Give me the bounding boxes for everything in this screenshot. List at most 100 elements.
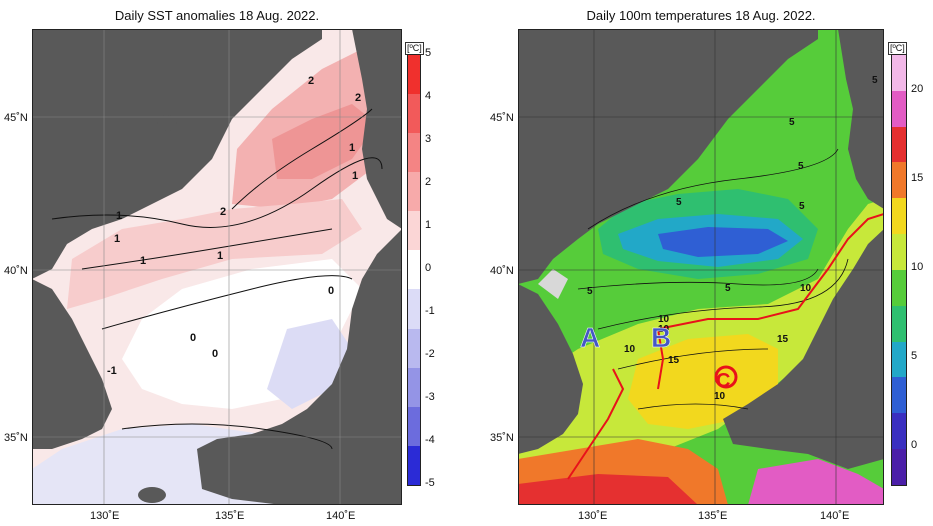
land-honshu bbox=[723, 229, 884, 469]
hot-water-core bbox=[518, 474, 698, 505]
colorbar-tick-label: -4 bbox=[425, 434, 435, 446]
sst-colorbar bbox=[407, 54, 421, 486]
contour-label: 5 bbox=[872, 75, 878, 86]
colorbar-segment bbox=[408, 94, 420, 134]
lat-label: 35˚N bbox=[490, 432, 514, 444]
land-north bbox=[838, 29, 884, 209]
lon-label: 135˚E bbox=[698, 510, 728, 522]
right-panel-title: Daily 100m temperatures 18 Aug. 2022. bbox=[586, 8, 816, 23]
colorbar-segment bbox=[408, 445, 420, 485]
land-coast-light bbox=[538, 269, 568, 299]
point-label-b: B bbox=[651, 322, 671, 353]
colorbar-segment bbox=[892, 234, 906, 270]
contour-label: 1 bbox=[349, 142, 355, 154]
contour-label: 5 bbox=[676, 197, 682, 208]
contour-line bbox=[231, 108, 373, 210]
colorbar-segment bbox=[408, 172, 420, 212]
colorbar-segment bbox=[892, 377, 906, 414]
colorbar-segment bbox=[408, 328, 420, 368]
colorbar-tick-label: 2 bbox=[425, 176, 432, 188]
colorbar-segment bbox=[408, 289, 420, 329]
lat-label: 45˚N bbox=[490, 112, 514, 124]
colorbar-tick-label: -1 bbox=[425, 305, 435, 317]
colorbar-segment bbox=[408, 406, 420, 446]
colorbar-segment bbox=[892, 198, 906, 235]
colorbar-tick-label: 20 bbox=[911, 83, 924, 95]
land-north bbox=[352, 29, 402, 229]
lat-label: 40˚N bbox=[490, 265, 514, 277]
land-korea bbox=[518, 284, 583, 454]
land-korea bbox=[32, 279, 112, 449]
contour-line bbox=[101, 275, 353, 330]
contour-lines bbox=[577, 148, 849, 410]
temp-colorbar bbox=[891, 54, 907, 486]
contour-label: 10 bbox=[658, 324, 670, 335]
colorbar-segment bbox=[892, 90, 906, 127]
colorbar-segment bbox=[408, 133, 420, 173]
contour-label: 1 bbox=[116, 210, 122, 222]
contour-label: 10 bbox=[658, 314, 670, 325]
colorbar-tick-label: -5 bbox=[425, 477, 435, 489]
contour-label: 10 bbox=[624, 344, 636, 355]
lon-label: 135˚E bbox=[215, 510, 245, 522]
colorbar-tick-label: 0 bbox=[425, 262, 432, 274]
marker-c-circle bbox=[714, 365, 738, 389]
colorbar-segment bbox=[892, 126, 906, 163]
contour-label: 5 bbox=[725, 283, 731, 294]
colorbar-segment bbox=[408, 250, 420, 290]
lon-label: 140˚E bbox=[326, 510, 356, 522]
contour-label: 10 bbox=[800, 283, 812, 294]
anomaly-positive-mid bbox=[67, 199, 362, 309]
contour-line bbox=[81, 228, 333, 270]
graticule bbox=[518, 29, 884, 505]
point-label-c: C bbox=[716, 370, 730, 392]
contour-label: 0 bbox=[212, 348, 218, 360]
contour-label: 5 bbox=[789, 117, 795, 128]
contour-label: 15 bbox=[777, 334, 789, 345]
contour-label: 2 bbox=[355, 92, 361, 104]
colorbar-segment bbox=[892, 55, 906, 91]
colorbar-segment bbox=[892, 305, 906, 342]
contour-label: -1 bbox=[107, 365, 117, 377]
colorbar-segment bbox=[408, 55, 420, 95]
contour-label: 10 bbox=[714, 391, 726, 402]
point-label-a: A bbox=[580, 322, 600, 353]
lon-label: 130˚E bbox=[578, 510, 608, 522]
contour-label: 1 bbox=[114, 233, 120, 245]
land-asia bbox=[32, 29, 322, 279]
contour-label: 2 bbox=[308, 75, 314, 87]
contour-label: 0 bbox=[328, 285, 334, 297]
contour-label: 0 bbox=[190, 332, 196, 344]
lon-label: 140˚E bbox=[820, 510, 850, 522]
colorbar-tick-label: 3 bbox=[425, 133, 432, 145]
colorbar-tick-label: -2 bbox=[425, 348, 435, 360]
colorbar-tick-label: 1 bbox=[425, 219, 432, 231]
lat-label: 45˚N bbox=[4, 112, 28, 124]
colorbar-segment bbox=[408, 211, 420, 251]
land-asia bbox=[518, 29, 818, 284]
colorbar-tick-label: 10 bbox=[911, 261, 924, 273]
lon-label: 130˚E bbox=[90, 510, 120, 522]
graticule bbox=[32, 29, 402, 505]
island bbox=[138, 487, 166, 503]
colorbar-segment bbox=[892, 269, 906, 306]
colorbar-segment bbox=[892, 449, 906, 485]
hot-water-pink bbox=[748, 459, 884, 505]
colorbar-segment bbox=[892, 162, 906, 199]
temp100m-map: 5 5 5 5 5 5 5 10 10 10 15 15 10 10 A B C bbox=[518, 29, 884, 505]
lat-label: 40˚N bbox=[4, 265, 28, 277]
land-honshu bbox=[197, 229, 402, 505]
contour-label: 5 bbox=[799, 201, 805, 212]
contour-label: 1 bbox=[217, 250, 223, 262]
section-line bbox=[657, 328, 665, 390]
cold-water-deep bbox=[658, 227, 788, 257]
colorbar-segment bbox=[892, 341, 906, 378]
colorbar-tick-label: 4 bbox=[425, 90, 432, 102]
sst-anomaly-map: 2 2 1 1 1 1 1 0 0 0 -1 2 1 bbox=[32, 29, 402, 505]
colorbar-segment bbox=[408, 367, 420, 407]
section-line bbox=[567, 368, 625, 480]
contour-label: 1 bbox=[140, 255, 146, 267]
lat-label: 35˚N bbox=[4, 432, 28, 444]
left-panel-title: Daily SST anomalies 18 Aug. 2022. bbox=[114, 8, 320, 23]
contour-line bbox=[121, 423, 333, 450]
